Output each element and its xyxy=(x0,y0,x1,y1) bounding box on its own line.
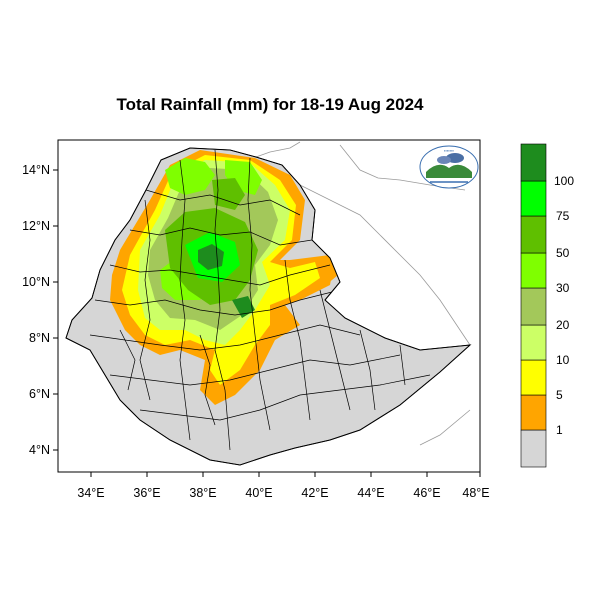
y-tick-label: 4°N xyxy=(29,443,50,457)
x-tick-label: 44°E xyxy=(357,486,384,500)
rainfall-zone-darkgreen-2 xyxy=(232,296,255,318)
x-tick-label: 42°E xyxy=(301,486,328,500)
y-tick-label: 14°N xyxy=(22,163,50,177)
y-tick-label: 12°N xyxy=(22,219,50,233)
y-tick-label: 6°N xyxy=(29,387,50,401)
x-tick-label: 36°E xyxy=(133,486,160,500)
svg-text:▪▪▪▪▪▪▪: ▪▪▪▪▪▪▪ xyxy=(444,148,455,153)
y-tick-label: 10°N xyxy=(22,275,50,289)
x-tick-label: 40°E xyxy=(245,486,272,500)
map-title: Total Rainfall (mm) for 18-19 Aug 2024 xyxy=(116,95,424,114)
x-tick-label: 48°E xyxy=(462,486,489,500)
colorbar-segment-1 xyxy=(520,394,547,431)
rainfall-zone-medium-2 xyxy=(212,178,245,210)
ethiopia-outline xyxy=(65,147,472,466)
y-tick-label: 8°N xyxy=(29,331,50,345)
colorbar-segment-3 xyxy=(520,324,547,361)
colorbar-label: 20 xyxy=(556,318,570,332)
x-tick-label: 46°E xyxy=(413,486,440,500)
colorbar-label: 75 xyxy=(556,209,570,223)
colorbar-label: 50 xyxy=(556,246,570,260)
colorbar-label: 10 xyxy=(556,353,570,367)
colorbar-label: 30 xyxy=(556,281,570,295)
x-tick-label: 38°E xyxy=(189,486,216,500)
colorbar-segment-6 xyxy=(520,215,547,254)
colorbar-segment-5 xyxy=(520,252,547,289)
colorbar-segment-4 xyxy=(520,287,547,326)
meteorology-agency-logo-icon: ▪▪▪▪▪▪▪ xyxy=(419,145,479,189)
axis-ticks xyxy=(53,169,481,477)
colorbar-segment-2 xyxy=(520,359,547,396)
colorbar-label: 100 xyxy=(554,174,574,188)
admin-borders xyxy=(89,149,431,451)
colorbar xyxy=(520,143,547,468)
colorbar-segment-8 xyxy=(520,143,547,182)
colorbar-label: 5 xyxy=(556,388,563,402)
rainfall-zone-bright xyxy=(165,158,215,195)
rainfall-field xyxy=(110,150,338,405)
colorbar-segment-0 xyxy=(520,429,547,468)
x-tick-label: 34°E xyxy=(77,486,104,500)
colorbar-segment-7 xyxy=(520,180,547,217)
colorbar-label: 1 xyxy=(556,423,563,437)
